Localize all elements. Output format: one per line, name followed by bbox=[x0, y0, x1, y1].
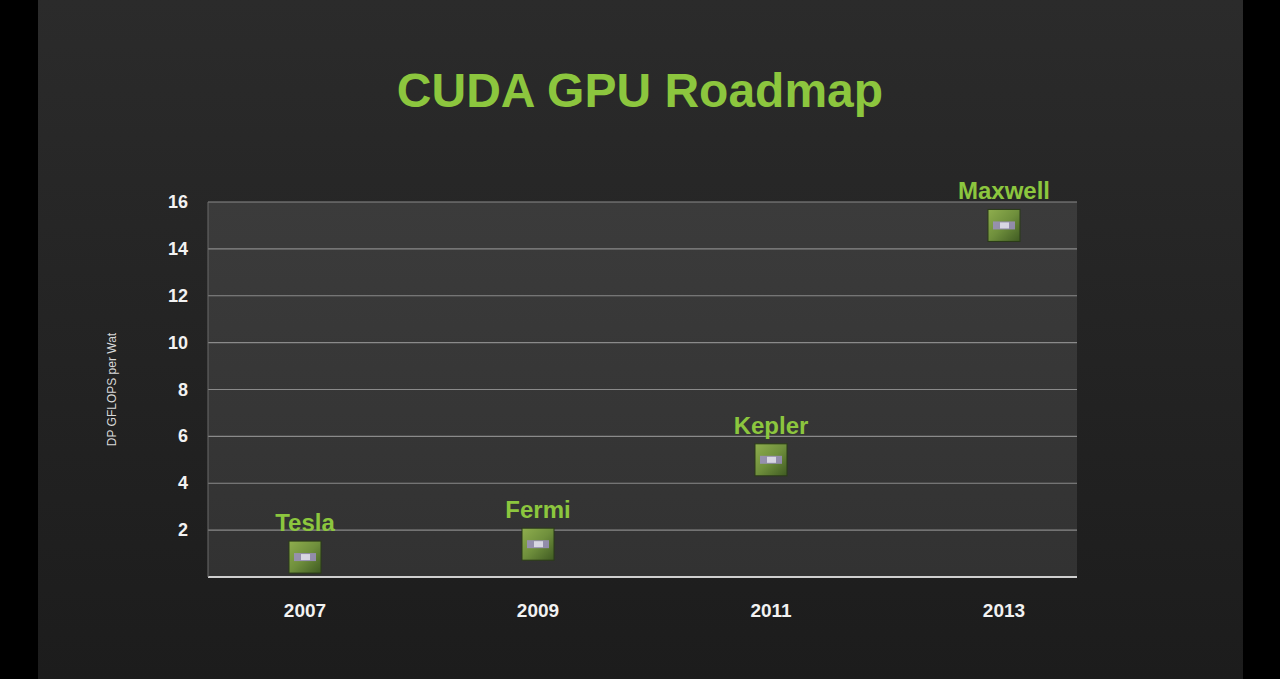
x-tick-label: 2007 bbox=[284, 600, 326, 621]
marks bbox=[289, 209, 1020, 573]
grid-line bbox=[208, 201, 1077, 202]
point-annotation: Maxwell bbox=[958, 177, 1050, 204]
x-tick-label: 2011 bbox=[750, 600, 792, 621]
y-tick-label: 8 bbox=[178, 380, 188, 400]
y-axis-title: DP GFLOPS per Wat bbox=[105, 332, 119, 446]
chip-detail bbox=[534, 541, 543, 547]
slide-panel bbox=[38, 0, 1243, 679]
chip-detail bbox=[1000, 222, 1009, 228]
chart: CUDA GPU Roadmap 2 4 6 8 10 12 14 16 DP GFLOPS pe… bbox=[0, 0, 1280, 679]
y-tick-label: 2 bbox=[178, 520, 188, 540]
chip-marker bbox=[755, 444, 787, 476]
chip-marker bbox=[988, 209, 1020, 241]
x-axis-line bbox=[208, 576, 1077, 578]
chip-body bbox=[988, 209, 1020, 241]
y-tick-label: 10 bbox=[168, 333, 188, 353]
y-tick-label: 14 bbox=[168, 239, 188, 259]
grid-line bbox=[208, 295, 1077, 296]
title: CUDA GPU Roadmap bbox=[397, 64, 883, 117]
grid-line bbox=[208, 483, 1077, 484]
chip-detail bbox=[993, 221, 1015, 229]
x-tick-label: 2009 bbox=[517, 600, 559, 621]
y-tick-label: 12 bbox=[168, 286, 188, 306]
y-tick-label: 4 bbox=[178, 473, 188, 493]
y-tick-label: 6 bbox=[178, 426, 188, 446]
x-tick-label: 2013 bbox=[983, 600, 1025, 621]
background bbox=[0, 0, 1280, 679]
grid-line bbox=[208, 436, 1077, 437]
y-axis-line bbox=[208, 202, 209, 577]
grid-line bbox=[208, 389, 1077, 390]
point-annotation: Tesla bbox=[275, 509, 335, 536]
chip-body bbox=[522, 528, 554, 560]
chip-body bbox=[289, 541, 321, 573]
point-annotation: Kepler bbox=[734, 412, 809, 439]
chip-detail bbox=[294, 553, 316, 561]
point-annotation: Fermi bbox=[505, 496, 570, 523]
chip-detail bbox=[301, 554, 310, 560]
chip-detail bbox=[527, 540, 549, 548]
grid-line bbox=[208, 342, 1077, 343]
chip-marker bbox=[522, 528, 554, 560]
chip-detail bbox=[767, 457, 776, 463]
plot-area bbox=[208, 202, 1077, 577]
grid-line bbox=[208, 248, 1077, 249]
grid-line bbox=[208, 530, 1077, 531]
chip-detail bbox=[760, 456, 782, 464]
chip-body bbox=[755, 444, 787, 476]
y-tick-label: 16 bbox=[168, 192, 188, 212]
chip-marker bbox=[289, 541, 321, 573]
